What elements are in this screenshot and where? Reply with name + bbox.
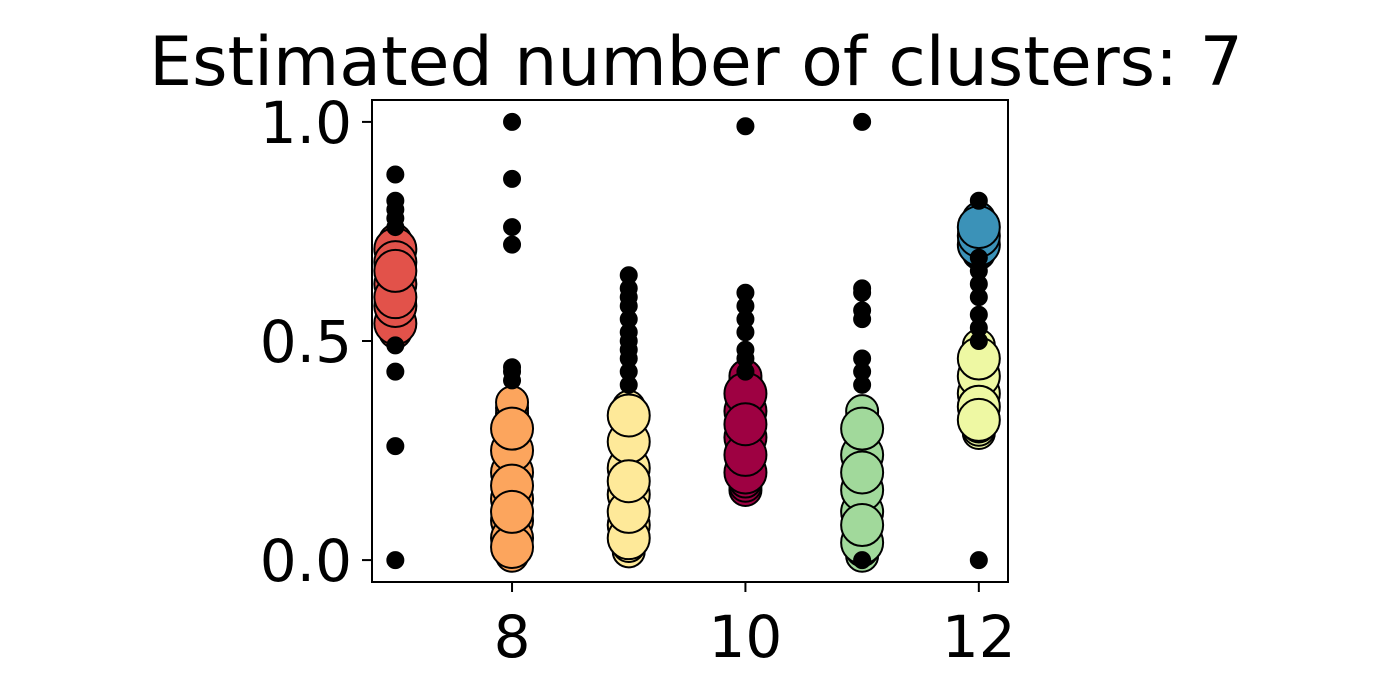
- core-point: [606, 459, 651, 504]
- plot-marks: [373, 112, 1001, 573]
- core-point: [606, 393, 651, 438]
- noise-point: [969, 305, 988, 324]
- cluster-2: [490, 385, 535, 573]
- cluster-5: [840, 394, 885, 573]
- noise-point: [386, 551, 405, 570]
- noise-point: [386, 191, 405, 210]
- noise-point: [736, 117, 755, 136]
- noise-point: [503, 218, 522, 237]
- noise-point: [386, 437, 405, 456]
- noise-point: [386, 336, 405, 355]
- noise-point: [503, 169, 522, 188]
- core-point: [490, 489, 535, 534]
- x-tick-label: 10: [709, 603, 783, 671]
- noise-point: [853, 279, 872, 298]
- chart-title: Estimated number of clusters: 7: [149, 23, 1243, 102]
- core-point: [373, 248, 418, 293]
- core-point: [723, 402, 768, 447]
- x-tick-label: 12: [942, 603, 1016, 671]
- core-point: [956, 205, 1001, 250]
- noise-group-5: [853, 112, 872, 570]
- noise-point: [503, 235, 522, 254]
- noise-point: [386, 165, 405, 184]
- noise-point: [503, 358, 522, 377]
- cluster-4: [723, 359, 768, 507]
- noise-group-2: [503, 112, 522, 390]
- noise-group-1: [386, 165, 405, 570]
- noise-point: [853, 301, 872, 320]
- core-point: [840, 503, 885, 548]
- noise-point: [969, 551, 988, 570]
- core-point: [840, 406, 885, 451]
- noise-point: [736, 340, 755, 359]
- noise-point: [853, 112, 872, 131]
- x-tick-label: 8: [494, 603, 531, 671]
- core-point: [490, 406, 535, 451]
- y-tick-label: 0.5: [260, 308, 352, 376]
- noise-point: [853, 551, 872, 570]
- core-point: [840, 450, 885, 495]
- noise-point: [969, 248, 988, 267]
- cluster-3: [606, 389, 651, 569]
- noise-point: [619, 266, 638, 285]
- cluster-1: [373, 223, 418, 350]
- noise-group-6: [969, 191, 988, 570]
- axes: 8 10 12 0.0 0.5 1.0: [260, 89, 1016, 671]
- y-tick-label: 1.0: [260, 89, 352, 157]
- plot-frame: [371, 99, 1009, 583]
- core-point: [956, 397, 1001, 442]
- noise-group-3: [619, 266, 638, 394]
- y-tick-label: 0.0: [260, 527, 352, 595]
- noise-point: [853, 349, 872, 368]
- noise-point: [386, 362, 405, 381]
- noise-point: [969, 191, 988, 210]
- noise-point: [736, 283, 755, 302]
- noise-point: [503, 112, 522, 131]
- noise-group-4: [736, 117, 755, 381]
